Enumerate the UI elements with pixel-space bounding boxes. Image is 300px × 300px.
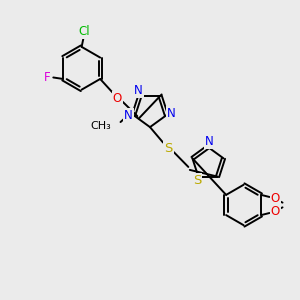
Text: N: N [205, 135, 214, 148]
Text: N: N [167, 107, 176, 120]
Text: O: O [113, 92, 122, 105]
Text: O: O [271, 205, 280, 218]
Text: O: O [271, 192, 280, 205]
Text: S: S [164, 142, 172, 155]
Text: N: N [134, 84, 143, 97]
Text: N: N [124, 109, 133, 122]
Text: Cl: Cl [78, 25, 89, 38]
Text: S: S [193, 174, 201, 187]
Text: CH₃: CH₃ [90, 122, 111, 131]
Text: F: F [44, 71, 50, 84]
